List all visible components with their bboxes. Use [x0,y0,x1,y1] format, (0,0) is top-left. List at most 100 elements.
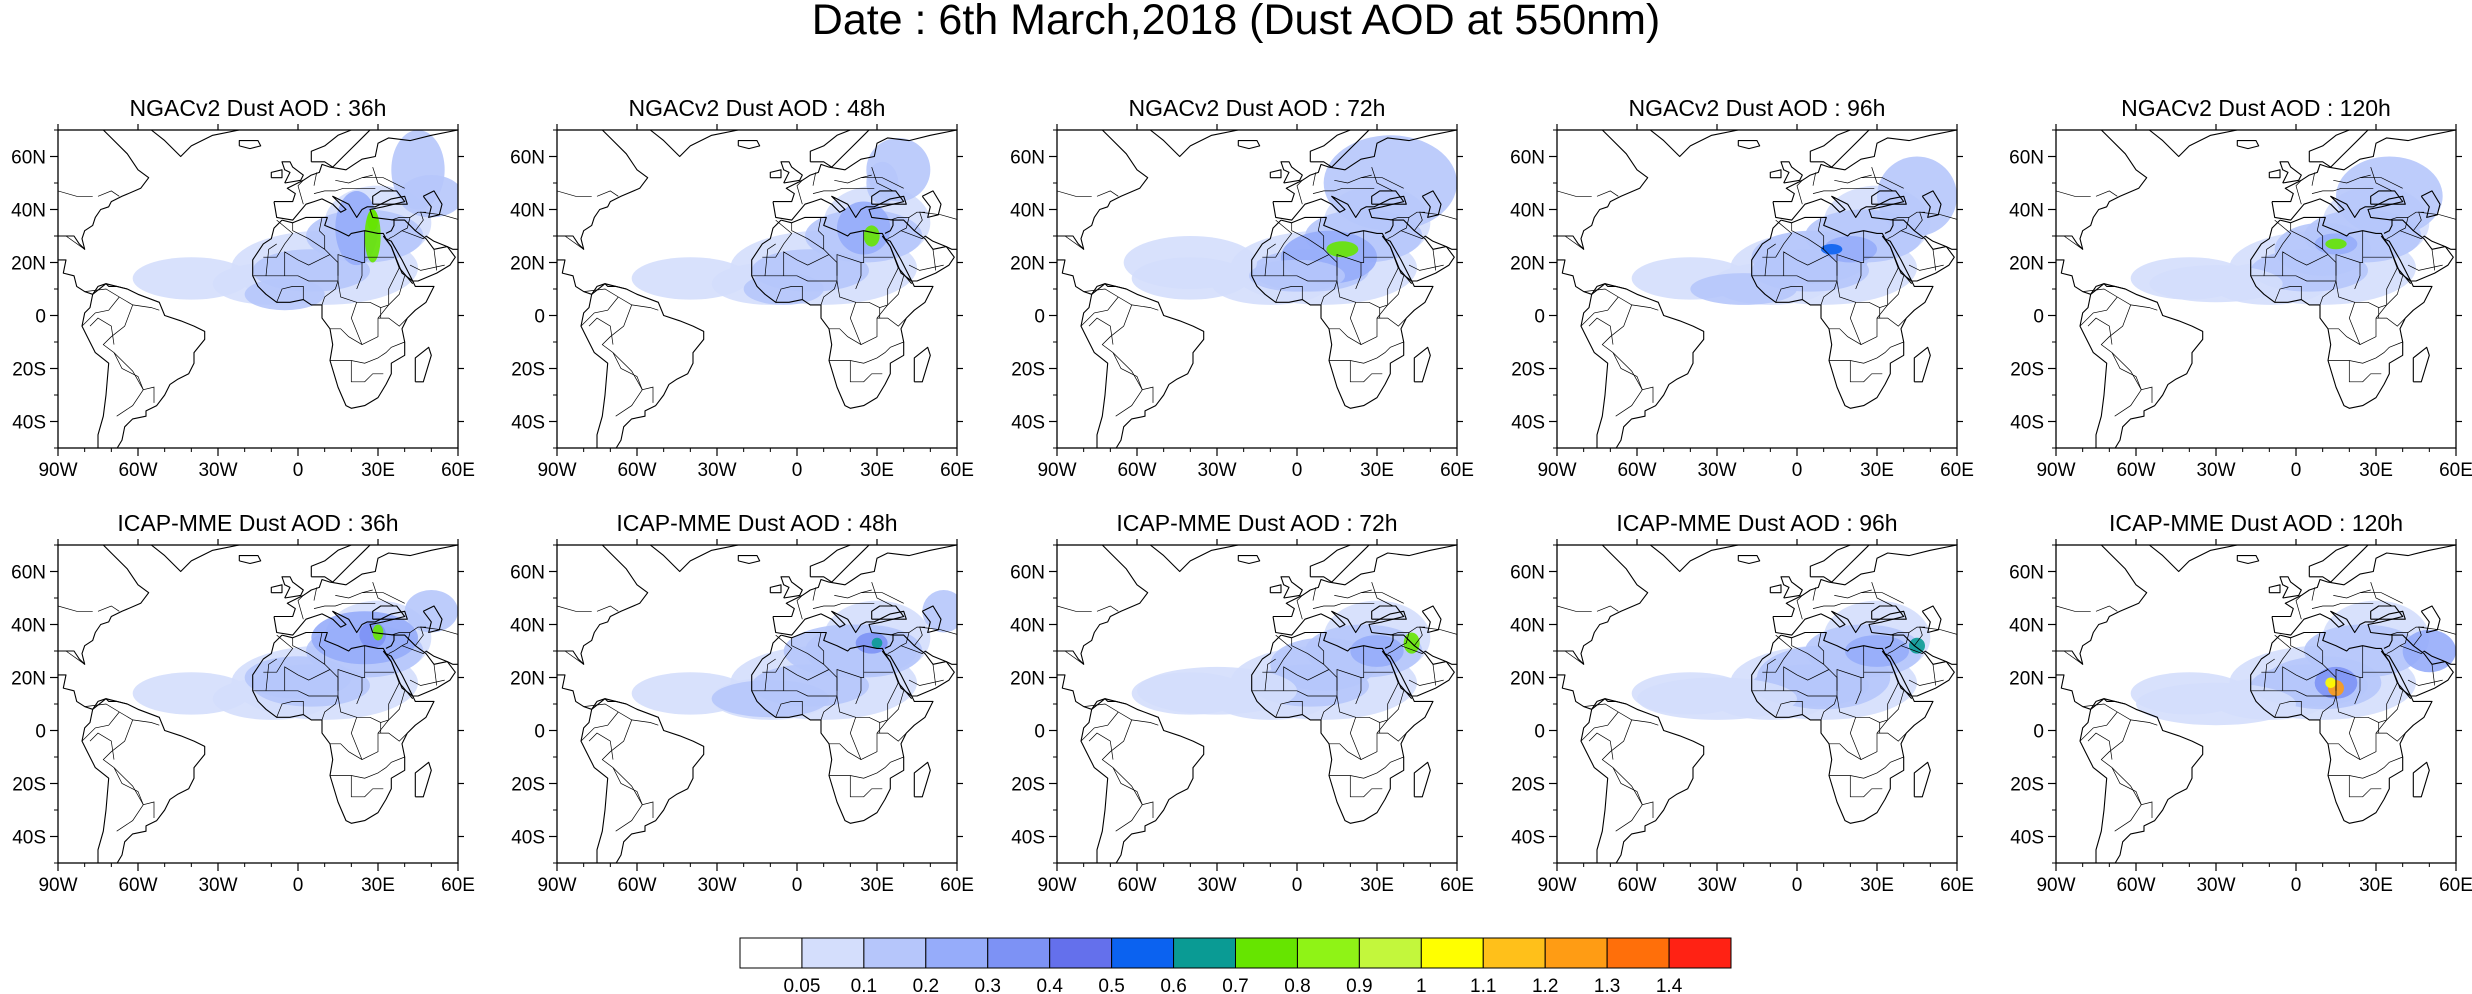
colorbar-swatch [1111,937,1175,969]
aod-blob [631,257,749,300]
panel-title: ICAP-MME Dust AOD : 48h [616,510,897,536]
x-tick-label: 60W [118,875,157,896]
colorbar-label: 0.7 [1222,976,1248,994]
colorbar-swatch [1049,937,1113,969]
y-tick-label: 20N [1010,669,1045,690]
y-tick-label: 40N [1510,616,1545,637]
x-tick-label: 0 [1792,875,1803,896]
colorbar-label: 0.2 [913,976,939,994]
aod-field [631,590,957,720]
y-tick-label: 40S [12,413,46,434]
colorbar-swatch [1544,937,1608,969]
map-panel: ICAP-MME Dust AOD : 96h 90W 60W 30W 0 30E 60E 6… [1510,510,1974,896]
y-tick-label: 0 [1534,722,1545,743]
x-tick-label: 90W [2036,460,2075,481]
x-tick-label: 90W [2036,875,2075,896]
x-tick-label: 30W [198,875,237,896]
x-tick-label: 0 [792,460,803,481]
x-tick-label: 30E [860,460,894,481]
coastlines [1057,545,1457,863]
aod-blob [1137,666,1297,715]
aod-blob [372,624,384,641]
colorbar-swatch [1358,937,1422,969]
y-tick-label: 20S [1011,360,1045,381]
y-tick-label: 20S [1011,775,1045,796]
x-tick-label: 30E [1860,460,1894,481]
aod-blob [367,209,378,231]
x-tick-label: 60W [1617,460,1656,481]
x-tick-label: 30W [1197,875,1236,896]
panel-title: ICAP-MME Dust AOD : 120h [2109,510,2403,536]
x-tick-label: 30W [2196,875,2235,896]
aod-blob [2149,265,2283,303]
x-tick-label: 0 [1792,460,1803,481]
y-tick-label: 60N [1510,148,1545,169]
y-tick-label: 40N [1510,201,1545,222]
country-borders [557,166,957,417]
y-tick-label: 40N [2009,616,2044,637]
y-tick-label: 40N [1010,616,1045,637]
panel-title: NGACv2 Dust AOD : 72h [1129,95,1386,121]
x-tick-label: 60E [940,875,974,896]
y-tick-label: 40N [11,201,46,222]
y-tick-label: 40S [1511,413,1545,434]
x-tick-label: 60E [441,875,475,896]
y-tick-label: 20S [2010,775,2044,796]
x-tick-label: 60W [118,460,157,481]
y-tick-label: 40N [2009,201,2044,222]
aod-field [1631,600,1931,720]
coastlines [58,130,458,448]
y-tick-label: 20N [11,669,46,690]
y-tick-label: 40N [1010,201,1045,222]
y-tick-label: 60N [1510,563,1545,584]
y-tick-label: 60N [2009,148,2044,169]
y-tick-label: 20S [511,360,545,381]
colorbar-label: 0.9 [1346,976,1372,994]
x-tick-label: 60E [1440,460,1474,481]
aod-blob [2325,677,2337,689]
country-borders [557,581,957,832]
map-panel: NGACv2 Dust AOD : 48h 90W 60W 30W 0 30E 60E 60N… [510,95,974,481]
panel-title: ICAP-MME Dust AOD : 36h [117,510,398,536]
aod-blob [1821,243,1843,255]
colorbar-swatch [1668,937,1732,969]
coastlines [557,545,957,863]
y-tick-label: 20N [2009,669,2044,690]
country-borders [1057,166,1457,417]
aod-blob [711,680,829,718]
y-tick-label: 0 [534,722,545,743]
y-tick-label: 0 [1534,307,1545,328]
x-tick-label: 60W [2116,460,2155,481]
country-borders [58,581,458,832]
aod-blob [1350,635,1404,667]
y-tick-label: 40N [510,201,545,222]
y-tick-label: 40S [1011,828,1045,849]
x-tick-label: 0 [293,460,304,481]
colorbar-label: 1.2 [1532,976,1558,994]
aod-field [2130,156,2443,305]
x-tick-label: 60E [1940,460,1974,481]
x-tick-label: 60E [2439,460,2472,481]
x-tick-label: 0 [1292,460,1303,481]
x-tick-label: 60E [2439,875,2472,896]
aod-blob [244,278,325,311]
colorbar-label: 0.05 [783,976,820,994]
map-panel: NGACv2 Dust AOD : 96h 90W 60W 30W 0 30E 60E 60N… [1510,95,1974,481]
y-tick-label: 40S [1511,828,1545,849]
y-tick-label: 0 [35,722,46,743]
colorbar-swatch [1606,937,1670,969]
colorbar-label: 1.4 [1656,976,1683,994]
colorbar-label: 0.4 [1036,976,1063,994]
aod-blob [1909,637,1925,654]
x-tick-label: 60W [1617,875,1656,896]
coastlines [1557,545,1957,863]
panel-title: ICAP-MME Dust AOD : 96h [1616,510,1897,536]
aod-blob [1326,241,1359,258]
y-tick-label: 60N [510,148,545,169]
x-tick-label: 30W [1197,460,1236,481]
x-tick-label: 90W [1037,460,1076,481]
x-tick-label: 60W [1117,460,1156,481]
coastlines [1057,130,1457,448]
aod-blob [1323,135,1457,231]
